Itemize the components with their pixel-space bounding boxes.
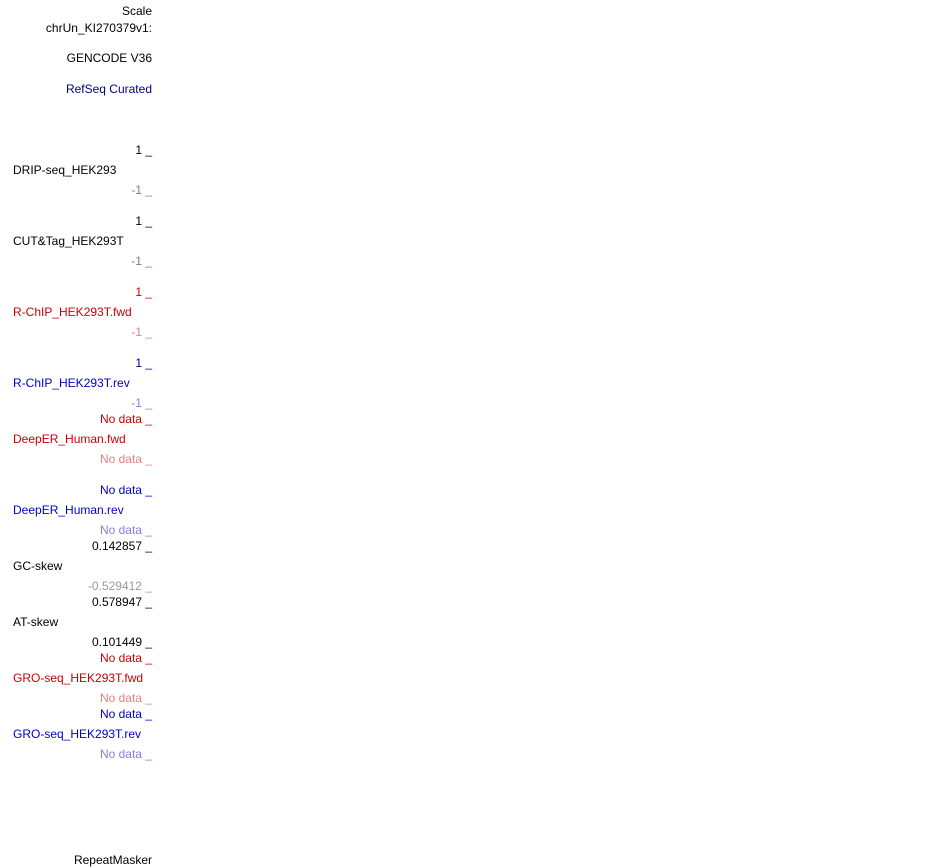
- rchip-rev-max-value: 1 _: [135, 356, 152, 370]
- track-label-gencode[interactable]: GENCODE V36: [66, 51, 152, 65]
- chromosome-label: chrUn_KI270379v1:: [45, 21, 152, 35]
- gro-fwd-min-value: No data _: [99, 691, 152, 705]
- rchip-rev-min-value: -1 _: [131, 396, 152, 410]
- track-label-cut-tag[interactable]: CUT&Tag_HEK293T: [13, 234, 124, 248]
- track-label-rchip-rev[interactable]: R-ChIP_HEK293T.rev: [13, 376, 130, 390]
- rchip-fwd-min-value: -1 _: [131, 325, 152, 339]
- track-label-deeper-fwd[interactable]: DeepER_Human.fwd: [13, 432, 126, 446]
- track-label-rchip-fwd[interactable]: R-ChIP_HEK293T.fwd: [13, 305, 132, 319]
- atskew-max-value: 0.578947 _: [91, 595, 152, 609]
- track-label-gro-fwd[interactable]: GRO-seq_HEK293T.fwd: [13, 671, 144, 685]
- track-label-gc-skew[interactable]: GC-skew: [13, 559, 63, 573]
- track-label-at-skew[interactable]: AT-skew: [13, 615, 59, 629]
- deeper-fwd-min-value: No data _: [99, 452, 152, 466]
- gcskew-min-value: -0.529412 _: [87, 579, 152, 593]
- gro-rev-max-value: No data _: [99, 707, 152, 721]
- cuttag-max-value: 1 _: [135, 214, 152, 228]
- cuttag-min-value: -1 _: [131, 254, 152, 268]
- deeper-rev-max-value: No data _: [99, 483, 152, 497]
- gcskew-max-value: 0.142857 _: [91, 539, 152, 553]
- gro-rev-min-value: No data _: [99, 747, 152, 761]
- deeper-fwd-max-value: No data _: [99, 412, 152, 426]
- track-label-repeatmasker[interactable]: RepeatMasker: [73, 853, 152, 867]
- gro-fwd-max-value: No data _: [99, 651, 152, 665]
- track-label-deeper-rev[interactable]: DeepER_Human.rev: [13, 503, 124, 517]
- deeper-rev-min-value: No data _: [99, 523, 152, 537]
- track-label-gro-rev[interactable]: GRO-seq_HEK293T.rev: [13, 727, 142, 741]
- drip-min-value: -1 _: [131, 183, 152, 197]
- scale-label: Scale: [121, 4, 152, 18]
- atskew-min-value: 0.101449 _: [91, 635, 152, 649]
- rchip-fwd-max-value: 1 _: [135, 285, 152, 299]
- drip-max-value: 1 _: [135, 143, 152, 157]
- track-label-refseq[interactable]: RefSeq Curated: [65, 82, 152, 96]
- track-label-drip-seq[interactable]: DRIP-seq_HEK293: [13, 163, 117, 177]
